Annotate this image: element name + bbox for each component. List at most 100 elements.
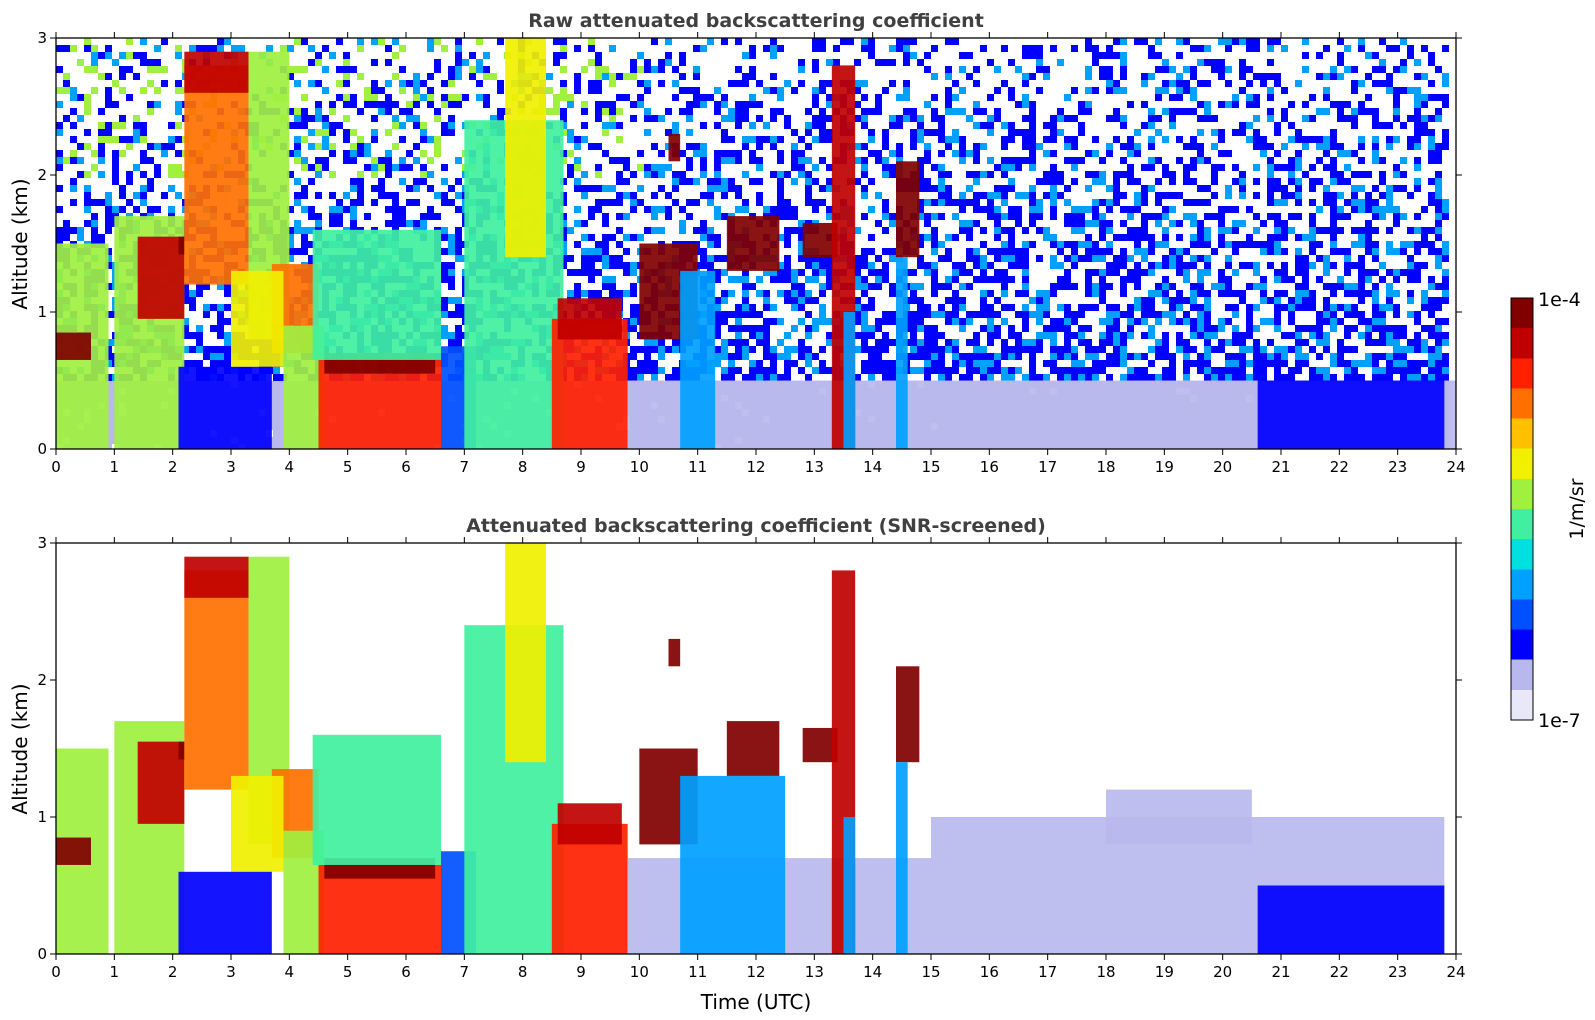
noise-cell xyxy=(630,199,637,206)
noise-cell xyxy=(770,206,777,213)
noise-cell xyxy=(441,227,448,234)
noise-cell xyxy=(952,234,959,241)
noise-cell xyxy=(882,339,889,346)
noise-cell xyxy=(889,213,896,220)
noise-cell xyxy=(371,101,378,108)
noise-cell xyxy=(770,353,777,360)
noise-cell xyxy=(861,108,868,115)
noise-cell xyxy=(819,255,826,262)
noise-cell xyxy=(889,283,896,290)
noise-cell xyxy=(210,45,217,52)
noise-cell xyxy=(609,80,616,87)
noise-cell xyxy=(651,115,658,122)
noise-cell xyxy=(553,108,560,115)
noise-cell xyxy=(742,136,749,143)
noise-cell xyxy=(931,353,938,360)
noise-cell xyxy=(203,353,210,360)
noise-cell xyxy=(448,101,455,108)
noise-cell xyxy=(672,80,679,87)
noise-cell xyxy=(861,122,868,129)
noise-cell xyxy=(350,220,357,227)
noise-cell xyxy=(973,150,980,157)
noise-cell xyxy=(182,346,189,353)
noise-cell xyxy=(994,360,1001,367)
noise-cell xyxy=(133,115,140,122)
noise-cell xyxy=(875,101,882,108)
noise-cell xyxy=(371,129,378,136)
noise-cell xyxy=(924,346,931,353)
noise-cell xyxy=(77,115,84,122)
noise-cell xyxy=(497,108,504,115)
noise-cell xyxy=(224,353,231,360)
noise-cell xyxy=(378,185,385,192)
noise-cell xyxy=(819,311,826,318)
noise-cell xyxy=(350,213,357,220)
noise-cell xyxy=(1050,206,1057,213)
noise-cell xyxy=(854,227,861,234)
noise-cell xyxy=(861,38,868,45)
noise-cell xyxy=(490,115,497,122)
noise-cell xyxy=(875,220,882,227)
noise-cell xyxy=(1008,332,1015,339)
noise-cell xyxy=(1036,374,1043,381)
noise-cell xyxy=(812,164,819,171)
noise-cell xyxy=(413,220,420,227)
noise-cell xyxy=(700,234,707,241)
noise-cell xyxy=(1043,73,1050,80)
noise-cell xyxy=(182,332,189,339)
noise-cell xyxy=(455,45,462,52)
noise-cell xyxy=(777,213,784,220)
noise-cell xyxy=(658,367,665,374)
noise-cell xyxy=(798,248,805,255)
noise-cell xyxy=(1099,248,1106,255)
noise-cell xyxy=(945,38,952,45)
noise-cell xyxy=(497,87,504,94)
noise-cell xyxy=(938,164,945,171)
noise-cell xyxy=(392,101,399,108)
noise-cell xyxy=(854,80,861,87)
noise-cell xyxy=(966,199,973,206)
noise-cell xyxy=(567,269,574,276)
noise-cell xyxy=(574,80,581,87)
noise-cell xyxy=(392,164,399,171)
noise-cell xyxy=(77,234,84,241)
noise-cell xyxy=(595,80,602,87)
noise-cell xyxy=(735,122,742,129)
noise-cell xyxy=(742,52,749,59)
noise-cell xyxy=(455,339,462,346)
noise-cell xyxy=(672,374,679,381)
noise-cell xyxy=(1064,318,1071,325)
noise-cell xyxy=(980,325,987,332)
noise-cell xyxy=(1001,248,1008,255)
noise-cell xyxy=(560,87,567,94)
noise-cell xyxy=(882,206,889,213)
noise-cell xyxy=(1078,367,1085,374)
noise-cell xyxy=(175,80,182,87)
noise-cell xyxy=(91,199,98,206)
noise-cell xyxy=(455,73,462,80)
noise-cell xyxy=(336,94,343,101)
noise-cell xyxy=(742,297,749,304)
noise-cell xyxy=(763,136,770,143)
noise-cell xyxy=(546,73,553,80)
noise-cell xyxy=(770,318,777,325)
noise-cell xyxy=(98,234,105,241)
noise-cell xyxy=(1085,220,1092,227)
noise-cell xyxy=(861,262,868,269)
noise-cell xyxy=(322,66,329,73)
noise-cell xyxy=(672,185,679,192)
noise-cell xyxy=(833,59,840,66)
noise-cell xyxy=(994,115,1001,122)
noise-cell xyxy=(1029,297,1036,304)
noise-cell xyxy=(714,304,721,311)
noise-cell xyxy=(1022,101,1029,108)
noise-cell xyxy=(448,339,455,346)
noise-cell xyxy=(805,262,812,269)
noise-cell xyxy=(959,66,966,73)
noise-cell xyxy=(1015,66,1022,73)
noise-cell xyxy=(749,332,756,339)
noise-cell xyxy=(812,122,819,129)
noise-cell xyxy=(882,143,889,150)
noise-cell xyxy=(588,290,595,297)
noise-cell xyxy=(777,374,784,381)
